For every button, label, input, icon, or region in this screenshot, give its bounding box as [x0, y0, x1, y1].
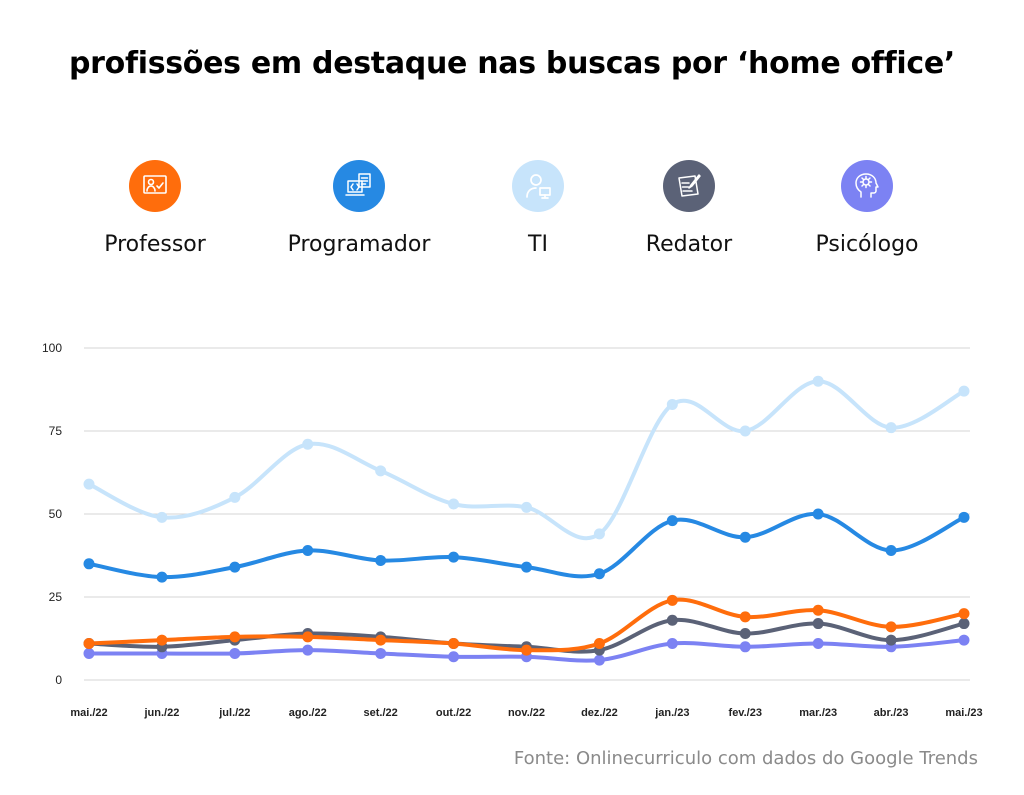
data-point-psicologo — [229, 647, 241, 659]
data-point-programador — [448, 551, 460, 563]
x-tick-label: jun./22 — [143, 707, 179, 719]
y-tick-label: 25 — [49, 590, 63, 604]
data-point-ti — [521, 501, 532, 513]
source-note: Fonte: Onlinecurriculo com dados do Goog… — [513, 748, 978, 769]
line-chart: 0 25 50 75 100 mai./22 jun./22 jul./22 ago./22 s… — [42, 341, 983, 719]
user-computer-icon — [512, 160, 564, 212]
data-point-redator — [666, 614, 678, 626]
x-tick-label: mai./22 — [70, 707, 107, 719]
data-point-ti — [666, 398, 678, 410]
x-tick-label: fev./23 — [729, 707, 762, 719]
legend-item-redator: Redator — [589, 160, 789, 257]
x-tick-label: abr./23 — [874, 707, 909, 719]
y-tick-label: 100 — [42, 341, 62, 355]
data-point-professor — [739, 611, 751, 623]
data-point-programador — [302, 545, 314, 557]
legend-label: Psicólogo — [815, 232, 919, 257]
data-point-psicologo — [302, 644, 314, 656]
data-point-psicologo — [83, 647, 95, 659]
data-point-psicologo — [812, 637, 824, 649]
data-point-psicologo — [448, 651, 460, 663]
data-point-professor — [229, 631, 241, 643]
data-point-programador — [593, 568, 605, 580]
legend-item-ti: TI — [438, 160, 638, 257]
data-point-professor — [302, 631, 314, 643]
data-point-programador — [83, 558, 95, 570]
chart-lines — [87, 379, 966, 663]
data-point-ti — [83, 478, 95, 490]
data-point-ti — [229, 491, 241, 503]
data-point-ti — [812, 375, 824, 387]
legend-label: Programador — [287, 232, 431, 257]
data-point-professor — [83, 637, 95, 649]
data-point-ti — [885, 422, 897, 434]
data-point-psicologo — [593, 654, 605, 666]
data-point-programador — [156, 571, 168, 583]
legend: Professor Programador TI — [0, 160, 1024, 270]
head-gear-icon — [841, 160, 893, 212]
data-point-professor — [885, 621, 897, 633]
data-point-redator — [739, 628, 751, 640]
data-point-redator — [958, 618, 970, 630]
legend-label: Redator — [645, 232, 733, 257]
data-point-programador — [229, 561, 241, 573]
data-point-programador — [812, 508, 824, 520]
chart-points — [83, 375, 970, 666]
y-axis-labels: 0 25 50 75 100 — [42, 341, 62, 687]
x-tick-label: mar./23 — [799, 707, 837, 719]
data-point-professor — [156, 634, 168, 646]
presentation-board-icon — [129, 160, 181, 212]
x-tick-label: mai./23 — [945, 707, 982, 719]
chart-title: profissões em destaque nas buscas por ‘h… — [68, 46, 955, 81]
data-point-psicologo — [958, 634, 970, 646]
data-point-programador — [739, 531, 751, 543]
data-point-ti — [958, 385, 970, 397]
y-tick-label: 0 — [55, 673, 62, 687]
data-point-psicologo — [739, 641, 751, 653]
y-tick-label: 75 — [49, 424, 63, 438]
data-point-professor — [521, 644, 532, 656]
data-point-professor — [593, 637, 605, 649]
legend-label: TI — [528, 232, 548, 257]
data-point-programador — [375, 554, 387, 566]
x-axis-labels: mai./22 jun./22 jul./22 ago./22 set./22 out./… — [70, 707, 982, 719]
data-point-professor — [958, 608, 970, 620]
legend-label: Professor — [104, 232, 206, 257]
data-point-psicologo — [375, 647, 387, 659]
y-tick-label: 50 — [49, 507, 63, 521]
data-point-ti — [302, 438, 314, 450]
x-tick-label: jan./23 — [654, 707, 689, 719]
data-point-ti — [739, 425, 751, 437]
x-tick-label: ago./22 — [289, 707, 327, 719]
legend-item-psicologo: Psicólogo — [767, 160, 967, 257]
data-point-ti — [156, 511, 168, 523]
chart-grid — [84, 347, 970, 681]
series-line-ti — [87, 379, 966, 541]
x-tick-label: jul./22 — [218, 707, 250, 719]
data-point-programador — [958, 511, 970, 523]
data-point-ti — [448, 498, 460, 510]
x-tick-label: nov./22 — [508, 707, 545, 719]
x-tick-label: set./22 — [364, 707, 398, 719]
data-point-redator — [812, 618, 824, 630]
legend-item-professor: Professor — [55, 160, 255, 257]
data-point-programador — [885, 545, 897, 557]
legend-item-programador: Programador — [259, 160, 459, 257]
data-point-professor — [812, 604, 824, 616]
data-point-programador — [666, 515, 678, 527]
data-point-psicologo — [666, 637, 678, 649]
data-point-professor — [375, 634, 387, 646]
code-document-icon — [333, 160, 385, 212]
data-point-redator — [885, 634, 897, 646]
writing-document-icon — [663, 160, 715, 212]
data-point-ti — [593, 528, 605, 540]
x-tick-label: out./22 — [436, 707, 471, 719]
x-tick-label: dez./22 — [581, 707, 618, 719]
data-point-professor — [666, 594, 678, 606]
data-point-ti — [375, 465, 387, 477]
data-point-professor — [448, 637, 460, 649]
data-point-programador — [521, 561, 532, 573]
